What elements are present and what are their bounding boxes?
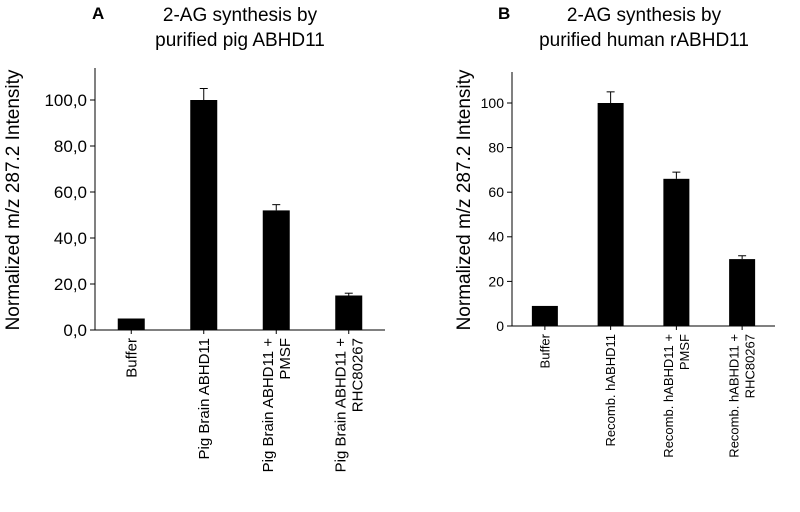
panel-b-category-label: Recomb. hABHD11 +PMSF — [661, 334, 692, 458]
panel-a-bar — [335, 295, 363, 330]
panel-a-bar — [262, 210, 290, 330]
panel-b-bar — [663, 178, 690, 326]
panel-b-y-tick-label: 100 — [481, 95, 505, 111]
panel-b-category-label-line: Recomb. hABHD11 + — [661, 334, 676, 458]
panel-b-bar — [729, 259, 756, 326]
panel-b-bar — [531, 305, 558, 326]
panel-b-category-label-line: Recomb. hABHD11 + — [727, 334, 742, 458]
panel-letter-b: B — [498, 4, 510, 23]
panel-b-category-label-line: PMSF — [677, 334, 692, 370]
panel-a-y-tick-label: 40,0 — [54, 229, 87, 248]
panel-b-y-tick-label: 60 — [488, 184, 504, 200]
panel-b-y-tick-label: 20 — [488, 273, 504, 289]
panel-b-y-tick-label: 40 — [488, 229, 504, 245]
panel-a-y-tick-label: 100,0 — [44, 91, 87, 110]
panel-a-title-line-2: purified pig ABHD11 — [155, 30, 325, 51]
panel-b-title-line-1: 2-AG synthesis by — [567, 5, 722, 26]
panel-a-category-label-line: RHC80267 — [350, 338, 367, 412]
panel-a-category-label-line: Pig Brain ABHD11 + — [333, 338, 350, 473]
panel-b-y-tick-label: 0 — [496, 318, 504, 334]
panel-a-y-axis-label: Normalized m/z 287.2 Intensity — [3, 69, 24, 330]
panel-b-y-tick-label: 80 — [488, 140, 504, 156]
panel-a-y-tick-label: 20,0 — [54, 275, 87, 294]
panel-b-plot: 0 20 40 60 80 100 Buffer Recomb. hABHD11 Recomb.… — [481, 72, 775, 458]
panel-a-bar — [117, 318, 145, 330]
panel-b-category-label-line: Recomb. hABHD11 — [603, 334, 618, 446]
panel-a-category-label-line: Buffer — [124, 338, 141, 378]
panel-b-category-label: Recomb. hABHD11 +RHC80267 — [727, 334, 758, 458]
panel-a-y-tick-label: 0,0 — [63, 321, 87, 340]
panel-a-category-label: Buffer — [124, 338, 141, 378]
panel-a-category-label: Pig Brain ABHD11 — [196, 338, 213, 459]
panel-b-category-label: Buffer — [537, 333, 552, 368]
panel-b-title-line-2: purified human rABHD11 — [539, 30, 749, 51]
panel-a-category-label-line: PMSF — [277, 338, 294, 380]
panel-b-y-axis-label: Normalized m/z 287.2 Intensity — [454, 69, 475, 330]
panel-b-category-label-line: RHC80267 — [743, 334, 758, 398]
panel-a-y-tick-label: 60,0 — [54, 183, 87, 202]
panel-a-category-label: Pig Brain ABHD11 +PMSF — [260, 338, 294, 473]
panel-b-bar — [597, 103, 624, 326]
panel-a-title-line-1: 2-AG synthesis by — [163, 5, 318, 26]
panel-a-category-label-line: Pig Brain ABHD11 + — [260, 338, 277, 473]
panel-b-category-label: Recomb. hABHD11 — [603, 334, 618, 446]
panel-a-y-tick-label: 80,0 — [54, 137, 87, 156]
panel-b: B 2-AG synthesis by purified human rABHD… — [454, 4, 775, 458]
panel-a-category-label: Pig Brain ABHD11 +RHC80267 — [333, 338, 367, 473]
panel-a-bar — [190, 100, 218, 330]
panel-letter-a: A — [92, 4, 104, 23]
panel-a-category-label-line: Pig Brain ABHD11 — [196, 338, 213, 459]
panel-b-category-label-line: Buffer — [537, 333, 552, 368]
panel-a: A 2-AG synthesis by purified pig ABHD11 … — [3, 4, 385, 472]
panel-a-plot: 0,0 20,0 40,0 60,0 80,0 100,0 Buffer Pig Brain … — [44, 68, 385, 472]
